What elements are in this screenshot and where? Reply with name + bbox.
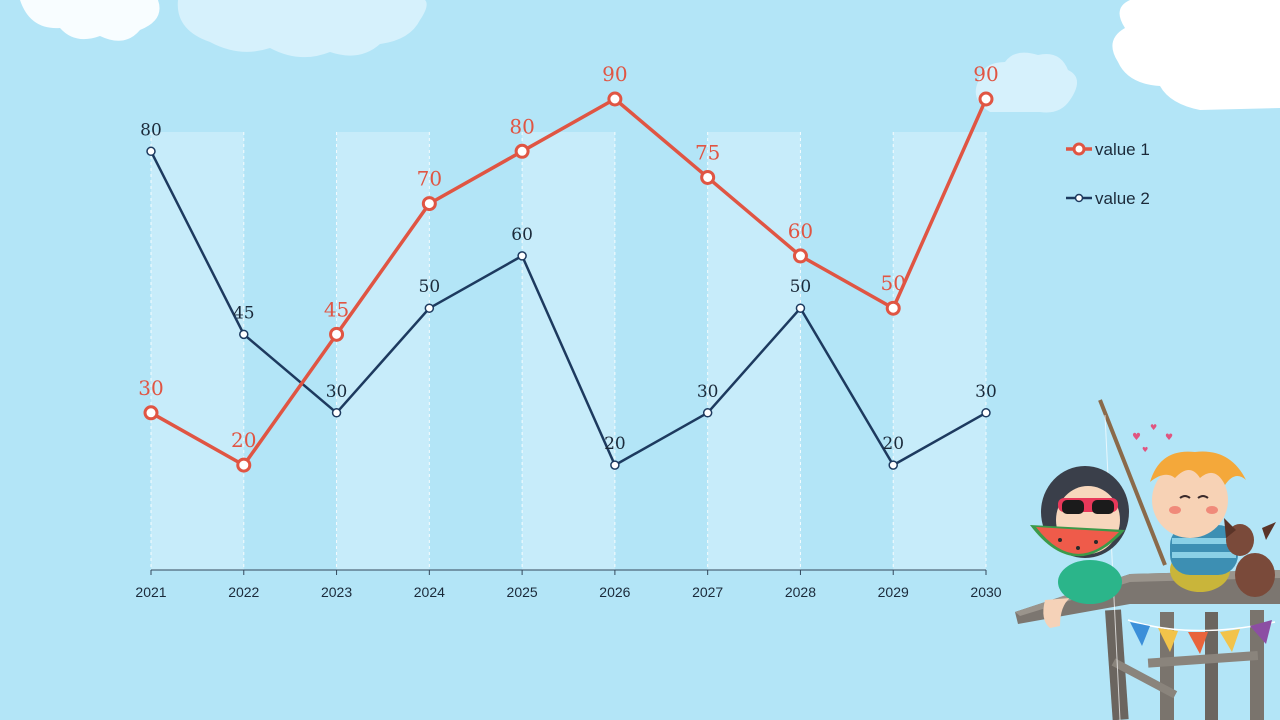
x-tick-label: 2029 [878, 584, 909, 600]
data-label: 80 [509, 114, 534, 138]
grid-band [522, 132, 615, 570]
x-tick-label: 2027 [692, 584, 723, 600]
data-point [329, 326, 345, 342]
data-label: 45 [233, 303, 255, 323]
data-label: 80 [140, 120, 162, 140]
data-point [700, 169, 716, 185]
data-point [607, 91, 623, 107]
data-point [236, 457, 252, 473]
data-point [514, 143, 530, 159]
cloud-icon [1112, 0, 1280, 110]
svg-text:♥: ♥ [1150, 423, 1157, 432]
data-label: 30 [138, 376, 163, 400]
x-tick-label: 2023 [321, 584, 352, 600]
data-label: 20 [882, 434, 904, 454]
series-value-2: 80 45 30 50 60 20 30 50 20 30 [140, 120, 997, 470]
x-tick-label: 2024 [414, 584, 445, 600]
data-point [517, 251, 527, 261]
data-point [143, 405, 159, 421]
grid-band [151, 132, 244, 570]
data-label: 20 [604, 434, 626, 454]
data-label: 30 [697, 382, 719, 402]
x-tick-label: 2026 [599, 584, 630, 600]
grid-band [707, 132, 801, 570]
cloud-icon [177, 0, 427, 58]
chart-legend: value 1 value 2 [1066, 140, 1150, 208]
legend-label: value 1 [1095, 140, 1150, 159]
data-label: 90 [973, 62, 998, 86]
x-tick-label: 2022 [228, 584, 259, 600]
data-point [421, 196, 437, 212]
data-point [239, 329, 249, 340]
series-value-1: 30 20 45 70 80 90 75 60 50 90 [138, 62, 999, 473]
x-tick-label: 2028 [785, 584, 816, 600]
data-label: 60 [788, 219, 813, 243]
x-tick-label: 2025 [507, 584, 538, 600]
legend-swatch-marker [1074, 193, 1084, 203]
data-point [981, 408, 991, 418]
x-axis-ticks: 2021 2022 2023 2024 2025 2026 2027 2028 2029 2030 [135, 570, 1002, 600]
data-label: 70 [417, 167, 442, 191]
data-label: 45 [324, 297, 349, 321]
data-point [885, 300, 901, 316]
data-label: 50 [880, 271, 905, 295]
line-chart: 2021 2022 2023 2024 2025 2026 2027 2028 2029 2030… [135, 62, 1149, 600]
grid-band [336, 132, 430, 570]
grid-band [893, 132, 986, 570]
svg-text:♥: ♥ [1165, 433, 1173, 443]
grid-lines [150, 132, 987, 570]
data-point [888, 460, 898, 470]
data-label: 30 [326, 382, 348, 402]
data-point [702, 408, 713, 418]
svg-text:♥: ♥ [1142, 446, 1148, 454]
legend-swatch-marker [1072, 142, 1086, 156]
kids-on-pier-illustration: ♥ ♥ ♥ ♥ [1015, 399, 1280, 720]
x-tick-label: 2021 [135, 584, 166, 600]
data-point [146, 146, 156, 157]
series-line [149, 150, 987, 467]
cloud-icon [20, 0, 160, 41]
data-label: 20 [231, 428, 256, 452]
series-line [150, 97, 988, 467]
data-label: 30 [975, 382, 997, 402]
data-point [978, 91, 994, 107]
data-label: 60 [511, 225, 533, 245]
data-label: 50 [419, 277, 441, 297]
data-label: 50 [790, 277, 812, 297]
data-label: 75 [695, 140, 720, 164]
svg-text:♥: ♥ [1132, 432, 1141, 443]
data-point [792, 248, 808, 264]
data-label: 90 [602, 62, 627, 86]
data-point [331, 408, 342, 418]
x-tick-label: 2030 [970, 584, 1001, 600]
data-point [795, 303, 806, 313]
data-point [424, 303, 435, 313]
grid-bands [151, 132, 986, 570]
data-point [610, 460, 620, 470]
legend-label: value 2 [1095, 189, 1150, 208]
cloud-icon [975, 52, 1078, 113]
